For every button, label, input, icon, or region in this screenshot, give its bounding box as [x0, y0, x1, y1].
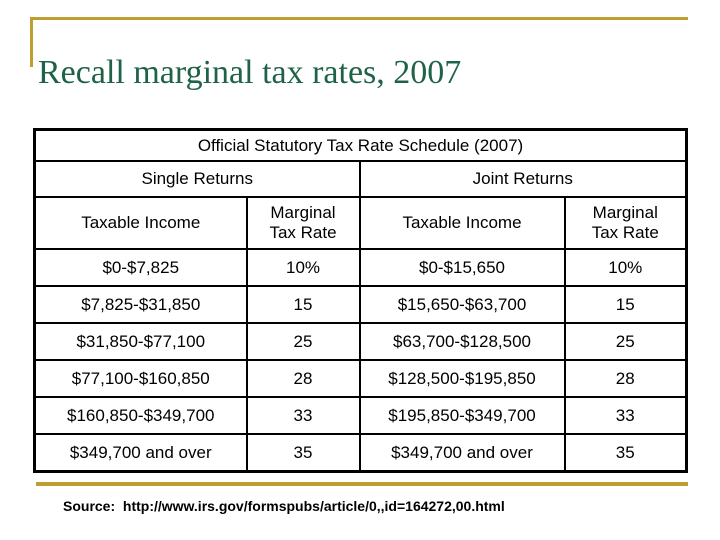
table-cell: 15 — [245, 285, 361, 324]
table-cell: 33 — [245, 396, 361, 435]
table-cell: 28 — [563, 359, 688, 398]
slide-title: Recall marginal tax rates, 2007 — [38, 53, 462, 91]
table-cell: 33 — [563, 396, 688, 435]
table-cell: $7,825-$31,850 — [33, 285, 248, 324]
column-header: Taxable Income — [33, 196, 248, 250]
table-cell: 25 — [245, 322, 361, 361]
table-cell: $77,100-$160,850 — [33, 359, 248, 398]
table-cell: 35 — [245, 433, 361, 473]
table-title: Official Statutory Tax Rate Schedule (20… — [33, 128, 688, 162]
table-title-row: Official Statutory Tax Rate Schedule (20… — [33, 128, 688, 162]
table-cell: $349,700 and over — [33, 433, 248, 473]
group-header-single: Single Returns — [33, 160, 361, 198]
table-cell: $195,850-$349,700 — [358, 396, 566, 435]
tax-rate-table: Official Statutory Tax Rate Schedule (20… — [33, 128, 689, 473]
table-row: $349,700 and over 35 $349,700 and over 3… — [33, 433, 688, 473]
table-cell: $160,850-$349,700 — [33, 396, 248, 435]
table-row: $31,850-$77,100 25 $63,700-$128,500 25 — [33, 322, 688, 361]
group-header-row: Single Returns Joint Returns — [33, 160, 688, 198]
table-row: $160,850-$349,700 33 $195,850-$349,700 3… — [33, 396, 688, 435]
table-cell: 25 — [563, 322, 688, 361]
table-cell: 35 — [563, 433, 688, 473]
table-row: $0-$7,825 10% $0-$15,650 10% — [33, 248, 688, 287]
table-shadow-rule — [36, 482, 688, 486]
table-cell: 28 — [245, 359, 361, 398]
column-header-row: Taxable Income Marginal Tax Rate Taxable… — [33, 196, 688, 250]
accent-top-rule — [30, 17, 688, 20]
table-cell: 10% — [563, 248, 688, 287]
group-header-joint: Joint Returns — [358, 160, 688, 198]
table-cell: $15,650-$63,700 — [358, 285, 566, 324]
table-cell: $349,700 and over — [358, 433, 566, 473]
table-row: $7,825-$31,850 15 $15,650-$63,700 15 — [33, 285, 688, 324]
table-cell: $128,500-$195,850 — [358, 359, 566, 398]
source-citation: Source: http://www.irs.gov/formspubs/art… — [63, 498, 505, 514]
table-cell: $31,850-$77,100 — [33, 322, 248, 361]
table-cell: $63,700-$128,500 — [358, 322, 566, 361]
table-row: $77,100-$160,850 28 $128,500-$195,850 28 — [33, 359, 688, 398]
column-header: Taxable Income — [358, 196, 566, 250]
table-cell: 10% — [245, 248, 361, 287]
table-cell: $0-$15,650 — [358, 248, 566, 287]
table-cell: $0-$7,825 — [33, 248, 248, 287]
accent-left-bar — [30, 17, 33, 67]
column-header: Marginal Tax Rate — [563, 196, 688, 250]
table-cell: 15 — [563, 285, 688, 324]
column-header: Marginal Tax Rate — [245, 196, 361, 250]
